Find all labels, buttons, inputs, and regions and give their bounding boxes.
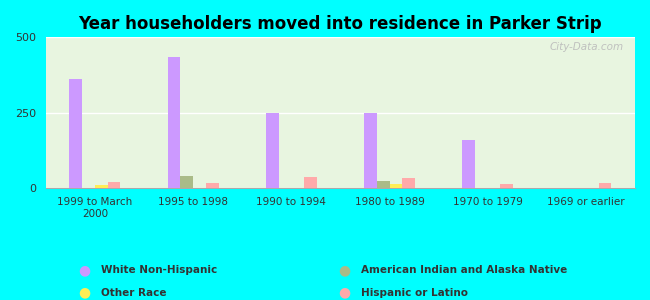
Text: City-Data.com: City-Data.com (549, 42, 623, 52)
Bar (304, 177, 317, 188)
Text: ●: ● (79, 286, 90, 299)
Text: Other Race: Other Race (101, 287, 166, 298)
Title: Year householders moved into residence in Parker Strip: Year householders moved into residence i… (79, 15, 603, 33)
Bar (377, 181, 389, 188)
Bar (389, 184, 402, 188)
Bar (266, 113, 279, 188)
Bar (168, 57, 180, 188)
Bar (95, 185, 108, 188)
Bar (402, 178, 415, 188)
Bar (180, 176, 193, 188)
Bar (108, 182, 120, 188)
Bar (462, 140, 475, 188)
Text: White Non-Hispanic: White Non-Hispanic (101, 265, 217, 275)
Text: ●: ● (339, 286, 350, 299)
Bar (500, 184, 514, 188)
Text: American Indian and Alaska Native: American Indian and Alaska Native (361, 265, 567, 275)
Bar (364, 113, 377, 188)
Text: Hispanic or Latino: Hispanic or Latino (361, 287, 468, 298)
Text: ●: ● (79, 263, 90, 277)
Text: ●: ● (339, 263, 350, 277)
Bar (206, 183, 218, 188)
Bar (70, 80, 82, 188)
Bar (599, 183, 612, 188)
